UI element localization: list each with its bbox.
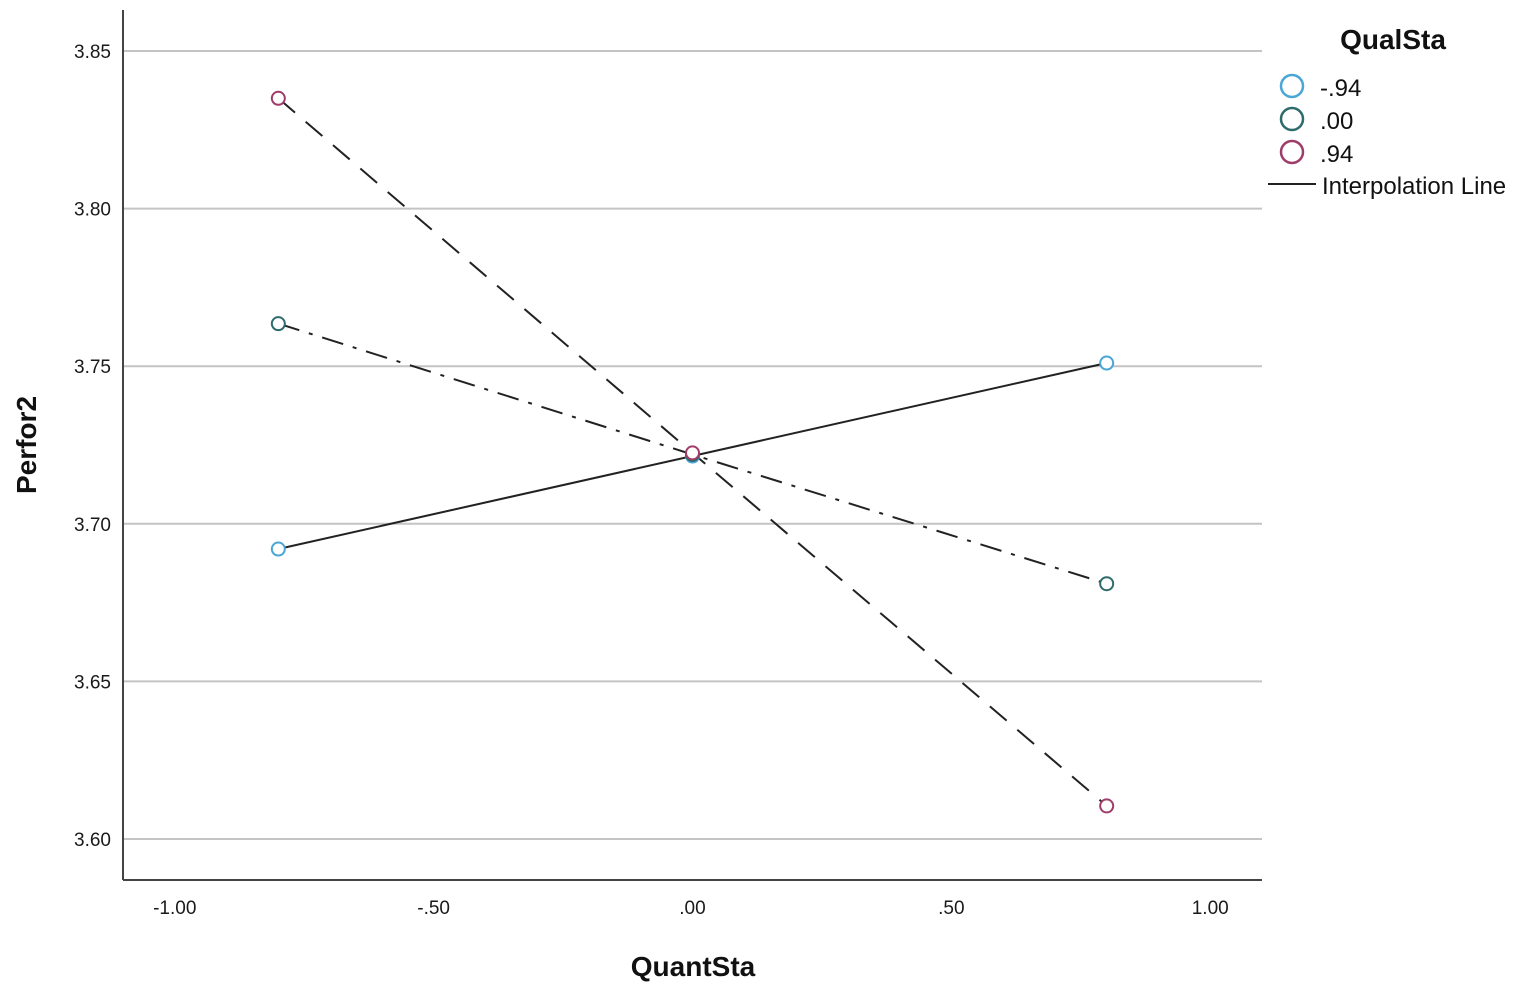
y-axis-title: Perfor2 <box>11 396 42 494</box>
data-point-s1-p2 <box>1099 576 1115 592</box>
legend-label-2: .94 <box>1320 141 1353 168</box>
y-tick-label: 3.80 <box>74 200 111 221</box>
legend-title: QualSta <box>1340 24 1446 55</box>
series-points <box>270 90 1115 814</box>
x-tick-label: -.50 <box>417 898 450 919</box>
legend-marker-2 <box>1279 139 1305 165</box>
x-tick-label: -1.00 <box>153 898 196 919</box>
data-point-s0-p0 <box>270 541 286 557</box>
data-point-s2-p2 <box>1099 798 1115 814</box>
x-tick-label: 1.00 <box>1192 898 1229 919</box>
y-tick-label: 3.65 <box>74 672 111 693</box>
tick-labels: 3.60 3.65 3.70 3.75 3.80 3.85 -1.00 -.50 .00 .50 1… <box>74 42 1229 919</box>
y-tick-label: 3.60 <box>74 830 111 851</box>
x-axis-title: QuantSta <box>631 951 756 982</box>
data-point-s2-p0 <box>270 90 286 106</box>
legend-label-1: .00 <box>1320 108 1353 135</box>
data-point-s2-p1 <box>685 445 700 461</box>
legend: QualSta -.94 .00 .94 Interpolation Line <box>1268 24 1506 200</box>
y-tick-label: 3.85 <box>74 42 111 63</box>
legend-items: -.94 .00 .94 <box>1279 73 1361 168</box>
legend-marker-0 <box>1279 73 1305 99</box>
legend-marker-1 <box>1279 106 1305 132</box>
x-tick-label: .00 <box>679 898 705 919</box>
data-point-s0-p2 <box>1099 355 1115 371</box>
data-point-s1-p0 <box>270 316 286 332</box>
y-tick-label: 3.75 <box>74 357 111 378</box>
axes-layer <box>122 10 1262 881</box>
legend-interpolation-line-label: Interpolation Line <box>1322 173 1506 200</box>
x-tick-label: .50 <box>938 898 964 919</box>
legend-label-0: -.94 <box>1320 75 1361 102</box>
y-tick-label: 3.70 <box>74 515 111 536</box>
grid-layer <box>123 49 1262 841</box>
